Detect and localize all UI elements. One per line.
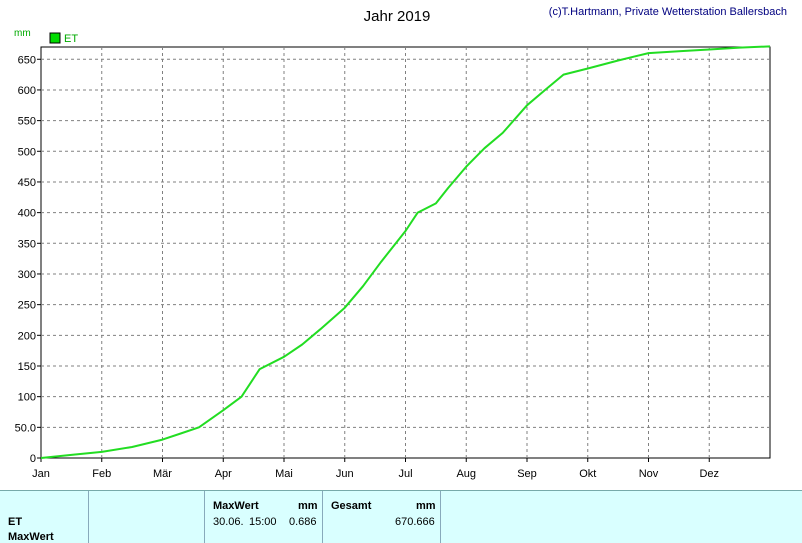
total-value: 670.666 [395, 516, 435, 528]
max-header: MaxWert [213, 500, 259, 512]
x-tick-label: Jul [398, 468, 412, 480]
max-column: MaxWert mm 30.06. 15:00 0.686 [205, 491, 323, 543]
max-value: 0.686 [289, 516, 317, 528]
y-tick-label: 400 [18, 208, 36, 220]
x-tick-label: Okt [579, 468, 596, 480]
max-date: 30.06. [213, 516, 244, 528]
x-tick-label: Nov [639, 468, 659, 480]
chart-title: Jahr 2019 [364, 8, 431, 25]
x-tick-label: Mär [153, 468, 172, 480]
series-label: ET [8, 516, 23, 528]
y-tick-label: 300 [18, 269, 36, 281]
x-tick-label: Mai [275, 468, 293, 480]
x-tick-label: Dez [699, 468, 719, 480]
y-tick-label: 250 [18, 300, 36, 312]
y-tick-label: 450 [18, 177, 36, 189]
total-unit: mm [416, 500, 436, 512]
x-tick-label: Jan [32, 468, 50, 480]
legend-swatch [49, 32, 61, 44]
total-header: Gesamt [331, 500, 372, 512]
x-tick-label: Sep [517, 468, 537, 480]
copyright-text: (c)T.Hartmann, Private Wetterstation Bal… [549, 6, 787, 18]
empty-column [89, 491, 205, 543]
series-column: ET MaxWert [0, 491, 89, 543]
y-tick-label: 350 [18, 238, 36, 250]
maxwert-row-label: MaxWert [8, 531, 54, 543]
y-tick-label: 550 [18, 116, 36, 128]
series-line-et [40, 45, 771, 459]
y-tick-label: 600 [18, 85, 36, 97]
max-unit: mm [298, 500, 318, 512]
plot-area: 0 50.0 100 150 200 250 300 350 400 450 500 550 600 65… [15, 45, 771, 480]
summary-table: ET MaxWert MaxWert mm 30.06. 15:00 0.686… [0, 490, 802, 543]
total-column: Gesamt mm 670.666 [323, 491, 441, 543]
x-tick-label: Apr [215, 468, 232, 480]
et-chart: Jahr 2019 (c)T.Hartmann, Private Wetters… [14, 6, 787, 480]
y-tick-label: 650 [18, 54, 36, 66]
y-tick-label: 50.0 [15, 422, 36, 434]
max-time: 15:00 [249, 516, 277, 528]
x-tick-label: Feb [92, 468, 111, 480]
y-tick-label: 0 [30, 453, 36, 465]
y-tick-label: 150 [18, 361, 36, 373]
legend-label: ET [64, 33, 78, 45]
y-unit-label: mm [14, 28, 31, 39]
y-tick-label: 200 [18, 330, 36, 342]
x-tick-label: Aug [456, 468, 476, 480]
x-tick-label: Jun [336, 468, 354, 480]
y-tick-label: 100 [18, 392, 36, 404]
y-tick-label: 500 [18, 146, 36, 158]
